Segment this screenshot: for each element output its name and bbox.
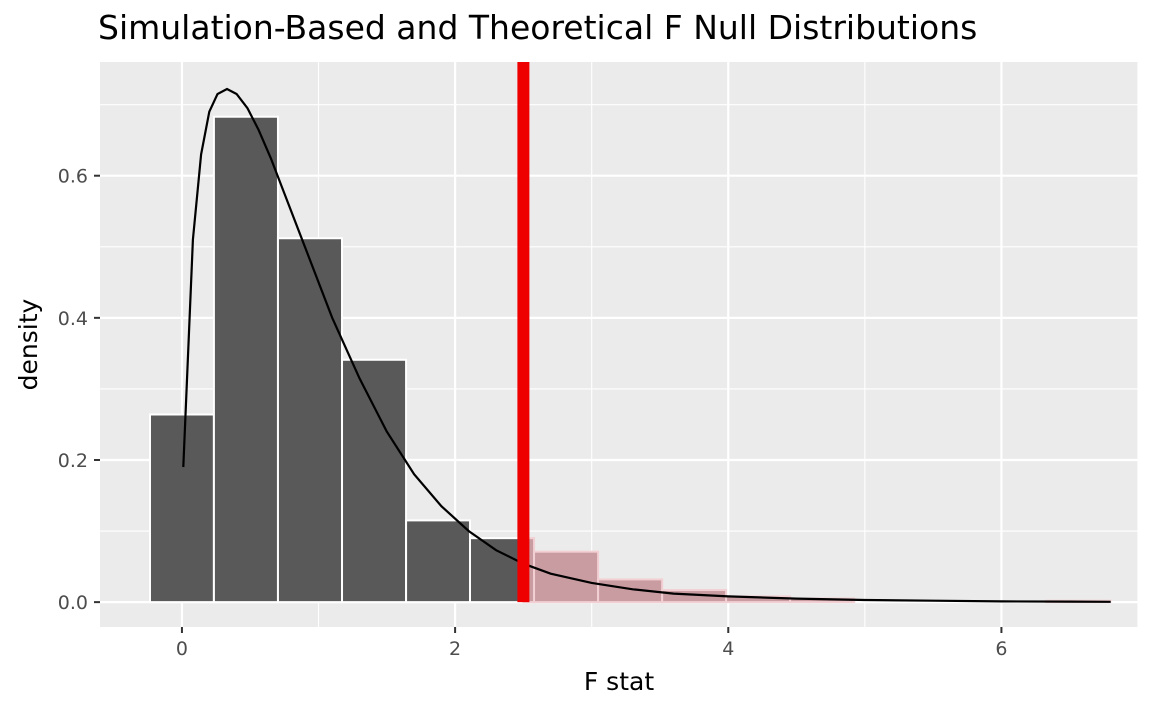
axes: 0 2 4 6 0.0 0.2 0.4 0.6 F stat density	[14, 166, 1007, 696]
histogram-bar	[212, 115, 279, 604]
histogram-bar	[468, 537, 525, 604]
chart-title: Simulation-Based and Theoretical F Null …	[98, 8, 978, 47]
histogram-bar	[148, 413, 215, 604]
histogram-bar	[276, 237, 344, 604]
histogram-bar	[341, 358, 408, 604]
y-tick-label: 0.6	[58, 166, 88, 188]
plot-area	[100, 62, 1139, 627]
x-tick-label: 0	[176, 638, 188, 660]
theoretical-f-curve	[182, 87, 1111, 603]
y-tick-label: 0.2	[58, 450, 88, 472]
histogram-bar	[405, 519, 471, 604]
x-tick-label: 2	[449, 638, 461, 660]
y-axis-title: density	[14, 298, 43, 390]
x-tick-label: 4	[722, 638, 734, 660]
y-tick-label: 0.0	[58, 592, 88, 614]
x-tick-label: 6	[995, 638, 1007, 660]
y-tick-label: 0.4	[58, 308, 88, 330]
x-axis-title: F stat	[584, 667, 654, 696]
